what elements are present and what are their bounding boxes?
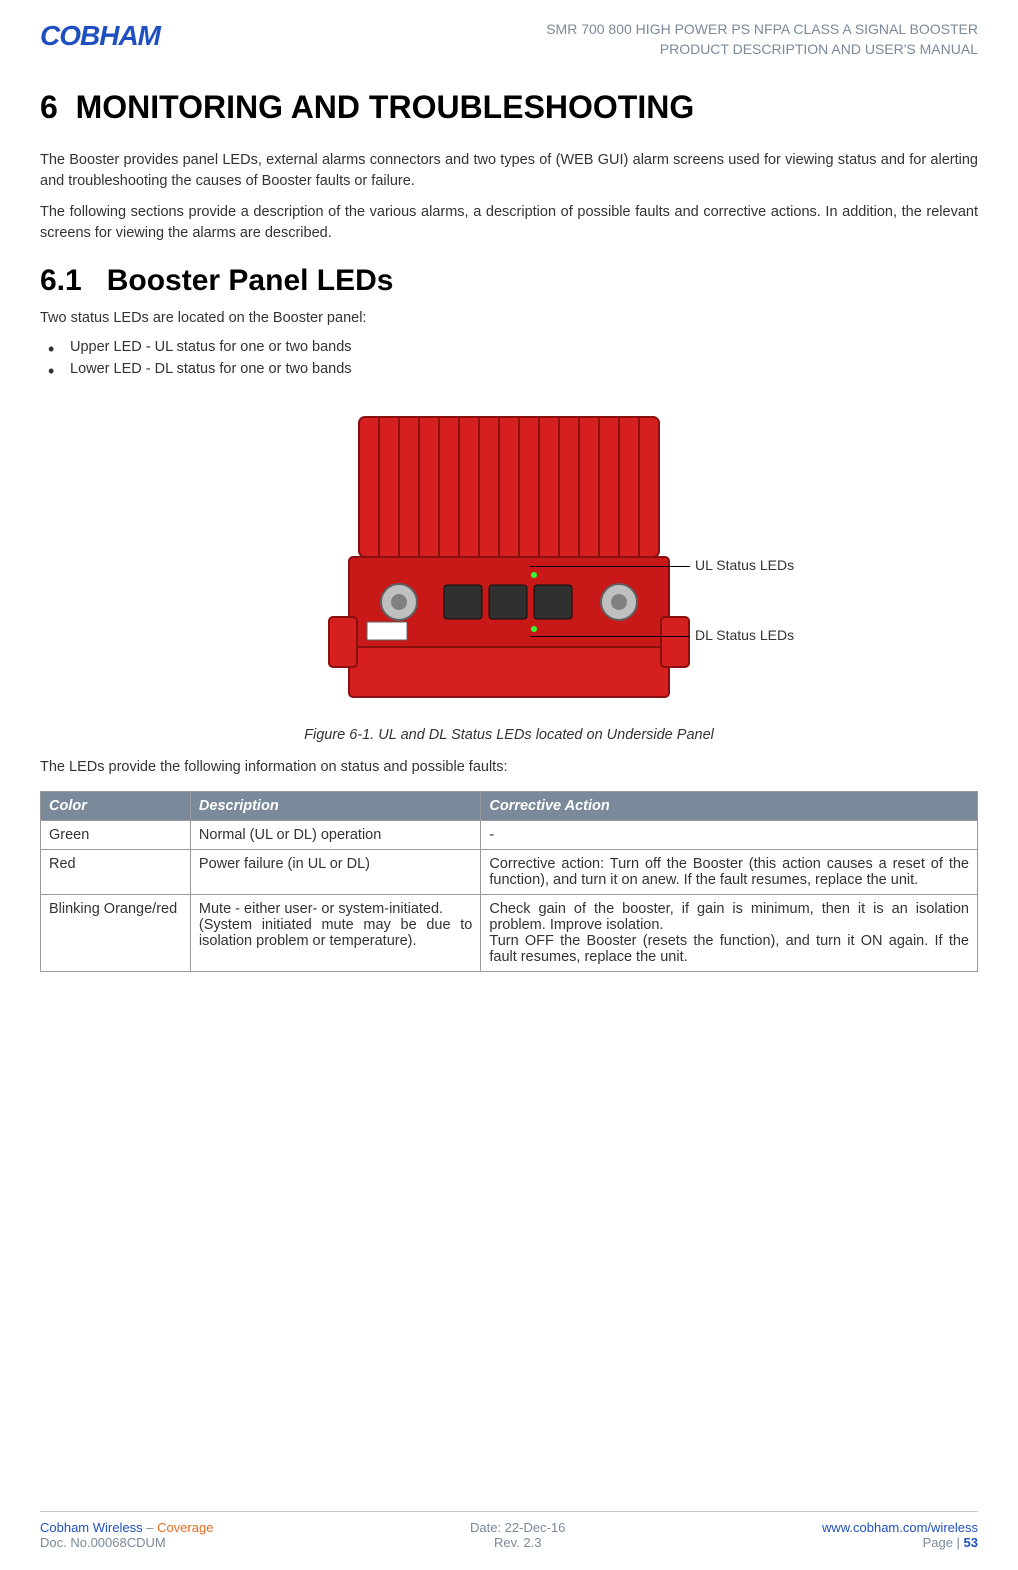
callout-ul: UL Status LEDs: [695, 557, 794, 573]
bullet-list: Upper LED - UL status for one or two ban…: [40, 339, 978, 377]
table-row: Blinking Orange/red Mute - either user- …: [41, 895, 978, 972]
table-intro: The LEDs provide the following informati…: [40, 759, 978, 775]
footer-dash: –: [143, 1520, 157, 1535]
callout-line: [530, 636, 690, 637]
h1-num: 6: [40, 89, 58, 125]
callout-dl: DL Status LEDs: [695, 627, 794, 643]
cell-action: Check gain of the booster, if gain is mi…: [481, 895, 978, 972]
h2-num: 6.1: [40, 264, 82, 297]
section-heading: 6 MONITORING AND TROUBLESHOOTING: [40, 89, 978, 126]
footer-date: Date: 22-Dec-16: [470, 1520, 565, 1535]
th-description: Description: [190, 792, 480, 821]
logo: COBHAM: [40, 20, 160, 52]
page-header: COBHAM SMR 700 800 HIGH POWER PS NFPA CL…: [40, 20, 978, 59]
header-line1: SMR 700 800 HIGH POWER PS NFPA CLASS A S…: [546, 20, 978, 40]
footer-mid: Date: 22-Dec-16 Rev. 2.3: [470, 1520, 565, 1550]
subsection-heading: 6.1 Booster Panel LEDs: [40, 264, 978, 298]
footer-company: Cobham Wireless: [40, 1520, 143, 1535]
cell-desc: Mute - either user- or system-initiated.…: [190, 895, 480, 972]
cell-color: Green: [41, 821, 191, 850]
h2-text: Booster Panel LEDs: [107, 264, 394, 297]
led-table: Color Description Corrective Action Gree…: [40, 791, 978, 972]
footer-rev: Rev. 2.3: [494, 1535, 541, 1550]
list-item: Lower LED - DL status for one or two ban…: [40, 361, 978, 377]
figure: UL Status LEDs DL Status LEDs: [40, 397, 978, 717]
table-header-row: Color Description Corrective Action: [41, 792, 978, 821]
h1-text: MONITORING AND TROUBLESHOOTING: [76, 89, 695, 125]
intro-p1: The Booster provides panel LEDs, externa…: [40, 150, 978, 192]
footer-page-num: 53: [964, 1535, 978, 1550]
footer-coverage: Coverage: [157, 1520, 213, 1535]
cell-color: Red: [41, 850, 191, 895]
cell-desc: Power failure (in UL or DL): [190, 850, 480, 895]
cell-action: Corrective action: Turn off the Booster …: [481, 850, 978, 895]
list-item: Upper LED - UL status for one or two ban…: [40, 339, 978, 355]
device-image: [319, 397, 699, 717]
cell-action: -: [481, 821, 978, 850]
page-footer: Cobham Wireless – Coverage Doc. No.00068…: [40, 1511, 978, 1550]
header-title: SMR 700 800 HIGH POWER PS NFPA CLASS A S…: [546, 20, 978, 59]
table-row: Green Normal (UL or DL) operation -: [41, 821, 978, 850]
th-color: Color: [41, 792, 191, 821]
footer-page-label: Page |: [923, 1535, 964, 1550]
footer-doc-no: Doc. No.00068CDUM: [40, 1535, 166, 1550]
cell-color: Blinking Orange/red: [41, 895, 191, 972]
th-action: Corrective Action: [481, 792, 978, 821]
figure-caption: Figure 6-1. UL and DL Status LEDs locate…: [40, 727, 978, 743]
footer-left: Cobham Wireless – Coverage Doc. No.00068…: [40, 1520, 213, 1550]
sub-intro: Two status LEDs are located on the Boost…: [40, 308, 978, 329]
cell-desc: Normal (UL or DL) operation: [190, 821, 480, 850]
intro-p2: The following sections provide a descrip…: [40, 202, 978, 244]
table-row: Red Power failure (in UL or DL) Correcti…: [41, 850, 978, 895]
footer-right: www.cobham.com/wireless Page | 53: [822, 1520, 978, 1550]
footer-url: www.cobham.com/wireless: [822, 1520, 978, 1535]
header-line2: PRODUCT DESCRIPTION AND USER'S MANUAL: [546, 40, 978, 60]
callout-line: [530, 566, 690, 567]
